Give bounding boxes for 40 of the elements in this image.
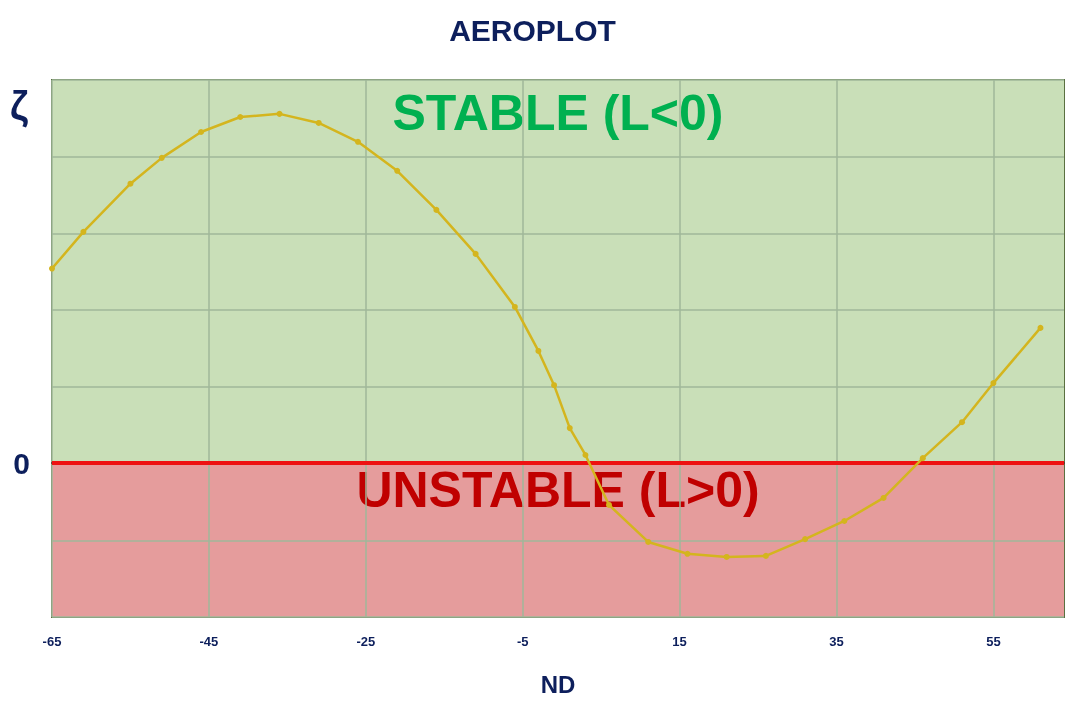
x-tick-label: 55	[986, 634, 1001, 649]
point	[394, 167, 401, 174]
x-axis-title: ND	[540, 670, 576, 698]
x-tick-label: -25	[356, 634, 376, 649]
point	[535, 347, 542, 354]
point	[919, 455, 926, 462]
point	[841, 517, 848, 524]
x-tick-label: 35	[829, 634, 844, 649]
point	[315, 119, 322, 126]
point	[237, 114, 244, 121]
point	[880, 494, 887, 501]
point	[80, 228, 87, 235]
point	[354, 138, 361, 145]
point	[990, 380, 997, 387]
point	[959, 419, 966, 426]
band-label: STABLE (L<0)	[392, 85, 724, 141]
point	[762, 552, 769, 559]
x-tick-label: -65	[42, 634, 62, 649]
point	[1037, 324, 1044, 331]
point	[276, 110, 283, 117]
point	[551, 382, 558, 389]
x-tick-label: -45	[199, 634, 219, 649]
point	[566, 425, 573, 432]
x-tick-label: -5	[516, 634, 529, 649]
chart-title: AEROPLOT	[449, 13, 616, 47]
point	[684, 550, 691, 557]
point	[198, 129, 205, 136]
point	[645, 538, 652, 545]
point	[582, 451, 589, 458]
point	[49, 265, 55, 272]
ref-line-label: 0	[13, 446, 30, 480]
point	[802, 536, 809, 543]
point	[723, 553, 730, 560]
point	[472, 250, 479, 257]
y-axis-title: ζ	[10, 84, 29, 128]
point	[158, 154, 165, 161]
x-tick-label: 15	[672, 634, 687, 649]
point	[433, 206, 440, 213]
point	[127, 180, 134, 187]
point	[511, 303, 518, 310]
